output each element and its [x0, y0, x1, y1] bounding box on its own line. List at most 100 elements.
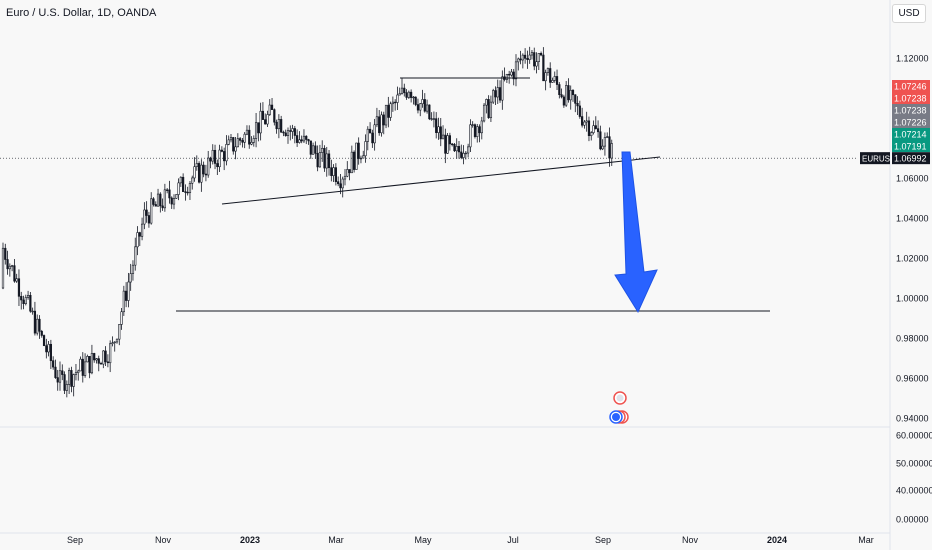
candle-body — [430, 118, 433, 120]
candle-body — [68, 370, 71, 385]
candle-body — [512, 71, 515, 80]
candle-body — [204, 173, 208, 176]
candle-body — [104, 350, 107, 363]
candle-body — [31, 310, 34, 313]
candle-body — [496, 87, 499, 98]
candle-body — [428, 104, 431, 120]
candle-body — [462, 152, 465, 158]
candle-body — [17, 278, 21, 297]
candle-body — [8, 265, 11, 270]
candle-body — [134, 246, 137, 266]
candle-body — [111, 342, 114, 345]
candle-body — [505, 73, 508, 80]
candle-body — [61, 370, 64, 375]
candle-body — [225, 144, 228, 162]
candle-body — [498, 87, 502, 101]
candle-body — [291, 128, 294, 132]
candle-body — [102, 350, 105, 365]
candle-body — [170, 197, 173, 205]
candle-body — [223, 151, 226, 162]
candle-body — [88, 356, 91, 374]
candle-body — [510, 71, 513, 76]
candle-body — [264, 119, 267, 125]
candle-body — [175, 194, 178, 199]
indicator-tick-label: 60.00000 — [896, 431, 932, 441]
candle-body — [366, 128, 369, 142]
candle-body — [93, 353, 96, 361]
candle-body — [143, 209, 146, 225]
candle-body — [1, 247, 5, 289]
candle-body — [569, 89, 572, 101]
candle-body — [528, 54, 531, 60]
candle-body — [448, 135, 451, 145]
candle-body — [152, 198, 155, 205]
candle-body — [243, 133, 246, 143]
candle-body — [389, 103, 392, 118]
candle-body — [182, 176, 185, 192]
last-price-label: 1.06992 — [894, 154, 927, 164]
candle-body — [122, 290, 125, 313]
candle-body — [227, 139, 230, 145]
candle-body — [257, 122, 260, 134]
candle-body — [355, 142, 358, 170]
candle-body — [186, 191, 189, 194]
candle-body — [530, 52, 534, 56]
candle-body — [191, 177, 194, 184]
candle-body — [172, 198, 176, 205]
eu-flag-icon-inner — [612, 413, 620, 421]
candle-body — [453, 144, 456, 152]
candle-body — [229, 137, 233, 141]
candle-body — [54, 366, 57, 378]
candle-body — [284, 132, 287, 136]
candle-body — [489, 101, 493, 119]
candle-body — [216, 163, 219, 168]
candle-body — [603, 137, 607, 147]
currency-button[interactable]: USD — [892, 4, 926, 23]
candle-body — [587, 120, 591, 137]
candle-body — [378, 116, 381, 134]
candle-body — [535, 61, 538, 67]
candle-body — [321, 147, 324, 153]
candle-body — [610, 143, 613, 159]
candle-body — [113, 341, 116, 344]
candle-body — [118, 324, 121, 340]
candle-body — [184, 191, 187, 193]
candle-body — [250, 142, 253, 145]
candle-body — [42, 335, 46, 346]
candle-body — [99, 363, 103, 365]
candle-body — [334, 167, 337, 182]
down-arrow — [614, 151, 658, 314]
candle-body — [514, 61, 518, 80]
candle-body — [241, 140, 244, 143]
candle-body — [286, 130, 290, 136]
candle-body — [394, 101, 397, 104]
candle-body — [574, 94, 577, 104]
candle-body — [441, 134, 445, 140]
y-tick-label: 1.06000 — [896, 174, 929, 184]
x-tick-label: 2024 — [767, 535, 787, 545]
candle-body — [207, 157, 210, 176]
candle-body — [275, 121, 278, 130]
candle-body — [261, 110, 265, 120]
candle-body — [337, 181, 340, 185]
candle-body — [382, 114, 385, 126]
candle-body — [193, 166, 196, 179]
candle-body — [480, 120, 483, 134]
candle-body — [492, 90, 495, 103]
candle-body — [316, 153, 319, 168]
candle-body — [147, 215, 151, 224]
x-tick-label: Nov — [682, 535, 699, 545]
candle-body — [52, 360, 55, 368]
candle-body — [213, 149, 217, 164]
candle-body — [239, 138, 242, 141]
price-tag-label: 1.07214 — [894, 130, 927, 140]
candle-body — [97, 358, 100, 364]
candle-body — [6, 259, 9, 270]
candle-body — [562, 96, 565, 106]
candle-body — [596, 128, 600, 133]
candle-body — [348, 169, 351, 174]
candle-body — [501, 76, 504, 101]
candle-body — [197, 163, 201, 183]
